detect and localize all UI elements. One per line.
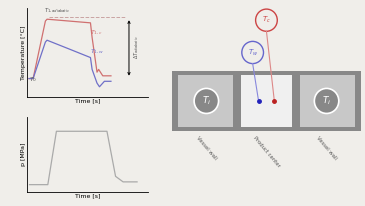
- Text: $T_i$: $T_i$: [322, 95, 331, 107]
- Circle shape: [314, 88, 339, 114]
- Bar: [178, 75, 233, 127]
- Text: $T_c$: $T_c$: [262, 15, 271, 25]
- Text: $T_0$: $T_0$: [28, 75, 37, 84]
- Text: $T_w$: $T_w$: [247, 47, 258, 58]
- Bar: [172, 71, 361, 131]
- Bar: [300, 75, 355, 127]
- Text: $T_{1,adiabatic}$: $T_{1,adiabatic}$: [44, 6, 71, 15]
- Y-axis label: p [MPa]: p [MPa]: [21, 143, 26, 166]
- X-axis label: Time [s]: Time [s]: [75, 98, 100, 103]
- X-axis label: Time [s]: Time [s]: [75, 193, 100, 198]
- Text: $T_{1,c}$: $T_{1,c}$: [90, 29, 103, 37]
- Text: Vessel wall: Vessel wall: [315, 135, 338, 161]
- Text: Vessel wall: Vessel wall: [195, 135, 218, 161]
- Text: $\Delta T_{adiabatic}$: $\Delta T_{adiabatic}$: [132, 35, 141, 60]
- Circle shape: [194, 88, 219, 114]
- Y-axis label: Temperature [°C]: Temperature [°C]: [21, 25, 26, 80]
- Bar: [241, 75, 292, 127]
- Text: $T_i$: $T_i$: [202, 95, 211, 107]
- Text: $T_{1,w}$: $T_{1,w}$: [90, 48, 104, 56]
- Text: Product center: Product center: [252, 135, 281, 168]
